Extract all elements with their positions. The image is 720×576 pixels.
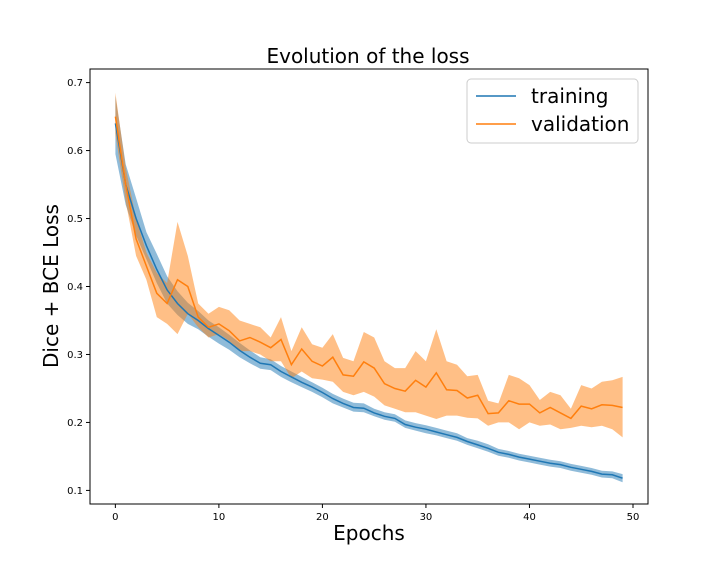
y-tick-label: 0.6 <box>67 146 83 157</box>
x-tick-label: 30 <box>420 512 433 523</box>
validation-line <box>114 116 623 420</box>
training-line <box>114 123 623 479</box>
y-axis-title: Dice + BCE Loss <box>39 204 63 368</box>
x-tick-label: 40 <box>523 512 536 523</box>
legend-label-validation: validation <box>531 112 629 136</box>
x-axis-title: Epochs <box>333 521 405 545</box>
confidence-bands <box>115 92 623 483</box>
series-lines <box>114 116 623 479</box>
y-tick-label: 0.3 <box>67 350 83 361</box>
chart-title: Evolution of the loss <box>266 44 469 68</box>
x-axis-ticks: 0 10 20 30 40 50 <box>112 504 639 523</box>
y-tick-label: 0.2 <box>67 418 83 429</box>
x-tick-label: 50 <box>627 512 640 523</box>
y-tick-label: 0.5 <box>67 214 83 225</box>
y-axis-ticks: 0.1 0.2 0.3 0.4 0.5 0.6 0.7 <box>67 78 90 497</box>
validation-band <box>115 92 623 438</box>
legend: training validation <box>466 78 639 144</box>
y-tick-label: 0.4 <box>67 282 83 293</box>
x-tick-label: 20 <box>316 512 329 523</box>
legend-label-training: training <box>531 84 608 108</box>
y-tick-label: 0.7 <box>67 78 83 89</box>
x-tick-label: 10 <box>213 512 226 523</box>
x-tick-label: 0 <box>112 512 118 523</box>
y-tick-label: 0.1 <box>67 486 83 497</box>
legend-frame <box>466 78 639 144</box>
